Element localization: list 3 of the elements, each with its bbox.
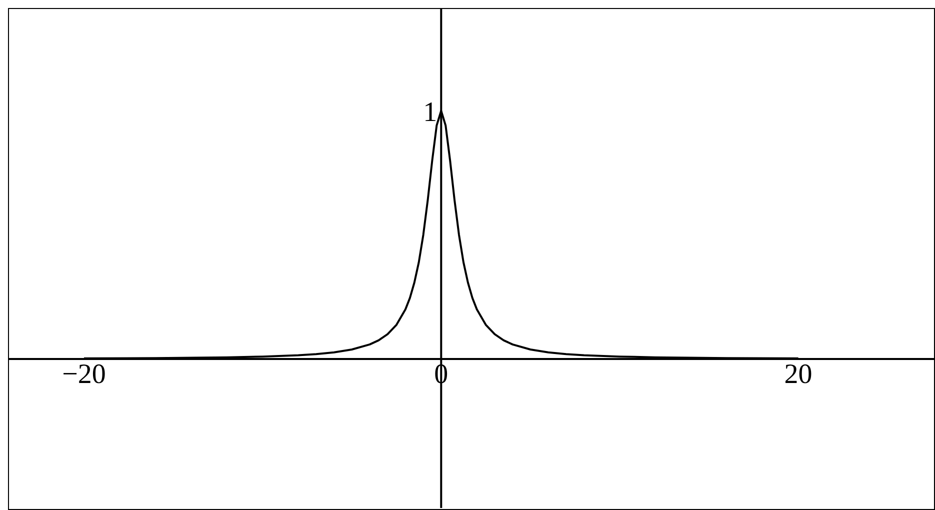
- annotation: 1: [423, 96, 438, 128]
- x-tick-label: 20: [784, 358, 812, 390]
- x-tick-label: −20: [62, 358, 106, 390]
